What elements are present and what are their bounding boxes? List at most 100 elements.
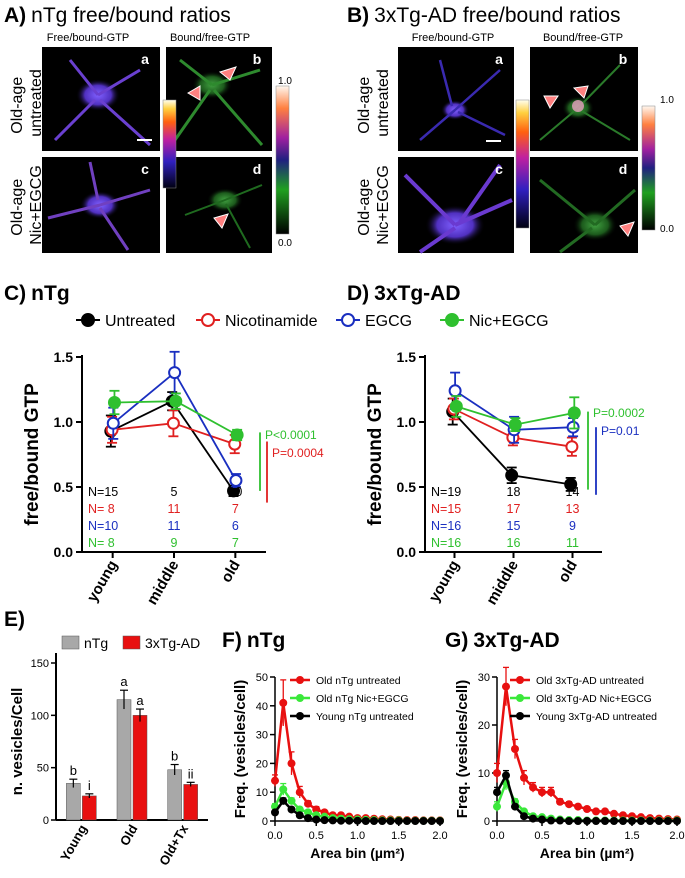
legend-label-1: Old nTg Nic+EGCG xyxy=(316,693,409,705)
panel-a-row1-label: Old-age untreated xyxy=(9,69,45,137)
x-tick-label: old xyxy=(555,558,581,586)
x-axis-label: Area bin (µm²) xyxy=(310,845,404,861)
y-tick-label: 0.5 xyxy=(397,479,417,495)
panel-c-letter: C) xyxy=(4,282,26,305)
panel-b-colorbar-green-max: 1.0 xyxy=(660,95,674,106)
legend-marker-2 xyxy=(341,313,355,327)
data-point-Young nTg untreated xyxy=(279,796,288,805)
n-label: N=15 xyxy=(88,485,118,499)
y-tick-label: 30 xyxy=(256,730,268,742)
data-point-Old nTg Nic+EGCG xyxy=(304,808,312,817)
panel-b-row2-line2: Nic+EGCG xyxy=(375,165,392,245)
x-tick-label: 1.5 xyxy=(624,830,639,842)
legend-marker-1 xyxy=(296,694,304,702)
data-point-Young 3xTg-AD untreated xyxy=(673,817,681,825)
panel-a-row1-line1: Old-age xyxy=(9,77,26,134)
panel-a-row1-line2: untreated xyxy=(28,69,45,137)
data-point-Nic+EGCG xyxy=(449,399,463,413)
data-point-Young nTg untreated xyxy=(403,817,411,825)
panel-a-row2-label: Old-age Nic+EGCG xyxy=(9,165,45,245)
data-point-Young 3xTg-AD untreated xyxy=(547,816,555,825)
panel-a-title: nTg free/bound ratios xyxy=(31,4,231,27)
data-point-Old 3xTg-AD untreated xyxy=(502,682,510,691)
chart-f: 0 10 20 30 40 50 0.0 0.5 1.0 1.5 2.0 Area bin (µm²)… xyxy=(232,672,448,861)
data-point-Young 3xTg-AD untreated xyxy=(646,817,654,825)
x-tick-label: 1.0 xyxy=(579,830,594,842)
x-tick-label: 0.0 xyxy=(267,830,282,842)
data-point-Young 3xTg-AD untreated xyxy=(529,814,537,823)
data-point-Young nTg untreated xyxy=(320,816,329,825)
panel-b-sub-a: a xyxy=(495,51,503,67)
y-tick-label: 50 xyxy=(256,672,268,684)
panel-a-image-a: a xyxy=(42,47,160,151)
x-tick-label: 0.5 xyxy=(309,830,324,842)
chart-g: 0 10 20 30 0.0 0.5 1.0 1.5 2.0 Area bin (µm²) Freq… xyxy=(454,666,685,861)
data-point-Young nTg untreated xyxy=(271,808,279,817)
y-tick-label: 1.5 xyxy=(397,349,417,365)
n-value: 17 xyxy=(507,502,521,516)
y-tick-label: 50 xyxy=(37,763,49,775)
data-point-Untreated xyxy=(505,468,519,482)
n-value: 5 xyxy=(171,485,178,499)
y-tick-label: 0.0 xyxy=(397,544,417,560)
panel-a-colorbar-fire-max: 1.0 xyxy=(178,97,192,108)
legend-label-3: Nic+EGCG xyxy=(469,313,549,330)
data-point-Nic+EGCG xyxy=(169,394,183,408)
significance-letter: a xyxy=(136,693,144,708)
legend-label-2: Young 3xTg-AD untreated xyxy=(536,711,657,723)
panel-a-colorbar-green xyxy=(275,85,290,235)
panel-a-col-bound: Bound/free-GTP xyxy=(170,32,250,44)
x-tick-label: middle xyxy=(144,558,183,608)
data-point-Young nTg untreated xyxy=(411,817,420,825)
panel-b-image-c: c xyxy=(398,157,514,254)
panel-d-letter: D) xyxy=(347,282,369,305)
panel-b-arrowhead-b2 xyxy=(572,85,589,99)
x-tick-label: 2.0 xyxy=(432,830,447,842)
data-point-Old 3xTg-AD untreated xyxy=(574,802,582,811)
panel-a-sub-d: d xyxy=(253,161,262,177)
legend-marker-0 xyxy=(516,676,524,684)
n-value: 7 xyxy=(232,502,239,516)
panel-b-heading: B) 3xTg-AD free/bound ratios xyxy=(347,4,620,27)
panel-g-letter: G) xyxy=(445,629,468,652)
data-point-Old nTg untreated xyxy=(287,759,296,768)
panel-b-colorbar-green xyxy=(641,105,656,231)
data-point-Old 3xTg-AD untreated xyxy=(529,783,537,792)
panel-a-sub-a: a xyxy=(141,51,149,67)
significance-letter: b xyxy=(70,763,77,778)
n-label: N=15 xyxy=(431,502,461,516)
y-tick-label: 40 xyxy=(256,701,268,713)
x-axis-label: Area bin (µm²) xyxy=(540,845,634,861)
panel-b-arrowhead-d xyxy=(619,221,635,237)
y-tick-label: 1.0 xyxy=(397,414,417,430)
y-tick-label: 0.5 xyxy=(54,479,74,495)
data-point-Nic+EGCG xyxy=(508,418,522,432)
panel-b-letter: B) xyxy=(347,4,369,27)
data-point-Young 3xTg-AD untreated xyxy=(511,802,519,811)
panel-a-colorbar-green-max: 1.0 xyxy=(278,76,292,87)
data-point-Young 3xTg-AD untreated xyxy=(493,788,501,797)
data-point-EGCG xyxy=(229,474,243,487)
n-value: 9 xyxy=(569,519,576,533)
y-tick-label: 0 xyxy=(484,816,490,828)
panel-b-row2-label: Old-age Nic+EGCG xyxy=(356,165,392,245)
data-point-Young nTg untreated xyxy=(337,816,345,825)
x-tick-label: young xyxy=(84,558,121,605)
x-tick-label: middle xyxy=(483,558,522,608)
bar-3xTg-AD xyxy=(82,795,97,821)
legend-marker-2 xyxy=(516,712,524,720)
y-tick-label: 20 xyxy=(256,758,268,770)
data-point-Old 3xTg-AD Nic+EGCG xyxy=(493,802,501,811)
n-label: N=16 xyxy=(431,536,461,550)
legend-marker-1 xyxy=(201,313,215,327)
data-point-Nicotinamide xyxy=(565,440,579,454)
data-point-Old 3xTg-AD untreated xyxy=(493,769,501,777)
n-label: N=19 xyxy=(431,485,461,499)
data-point-Young nTg untreated xyxy=(394,817,403,825)
legend-cd: Untreated Nicotinamide EGCG Nic+EGCG xyxy=(76,313,549,330)
data-point-Nic+EGCG xyxy=(567,406,581,420)
legend-label-1: Nicotinamide xyxy=(225,313,318,330)
panel-b-image-d: d xyxy=(530,157,638,254)
